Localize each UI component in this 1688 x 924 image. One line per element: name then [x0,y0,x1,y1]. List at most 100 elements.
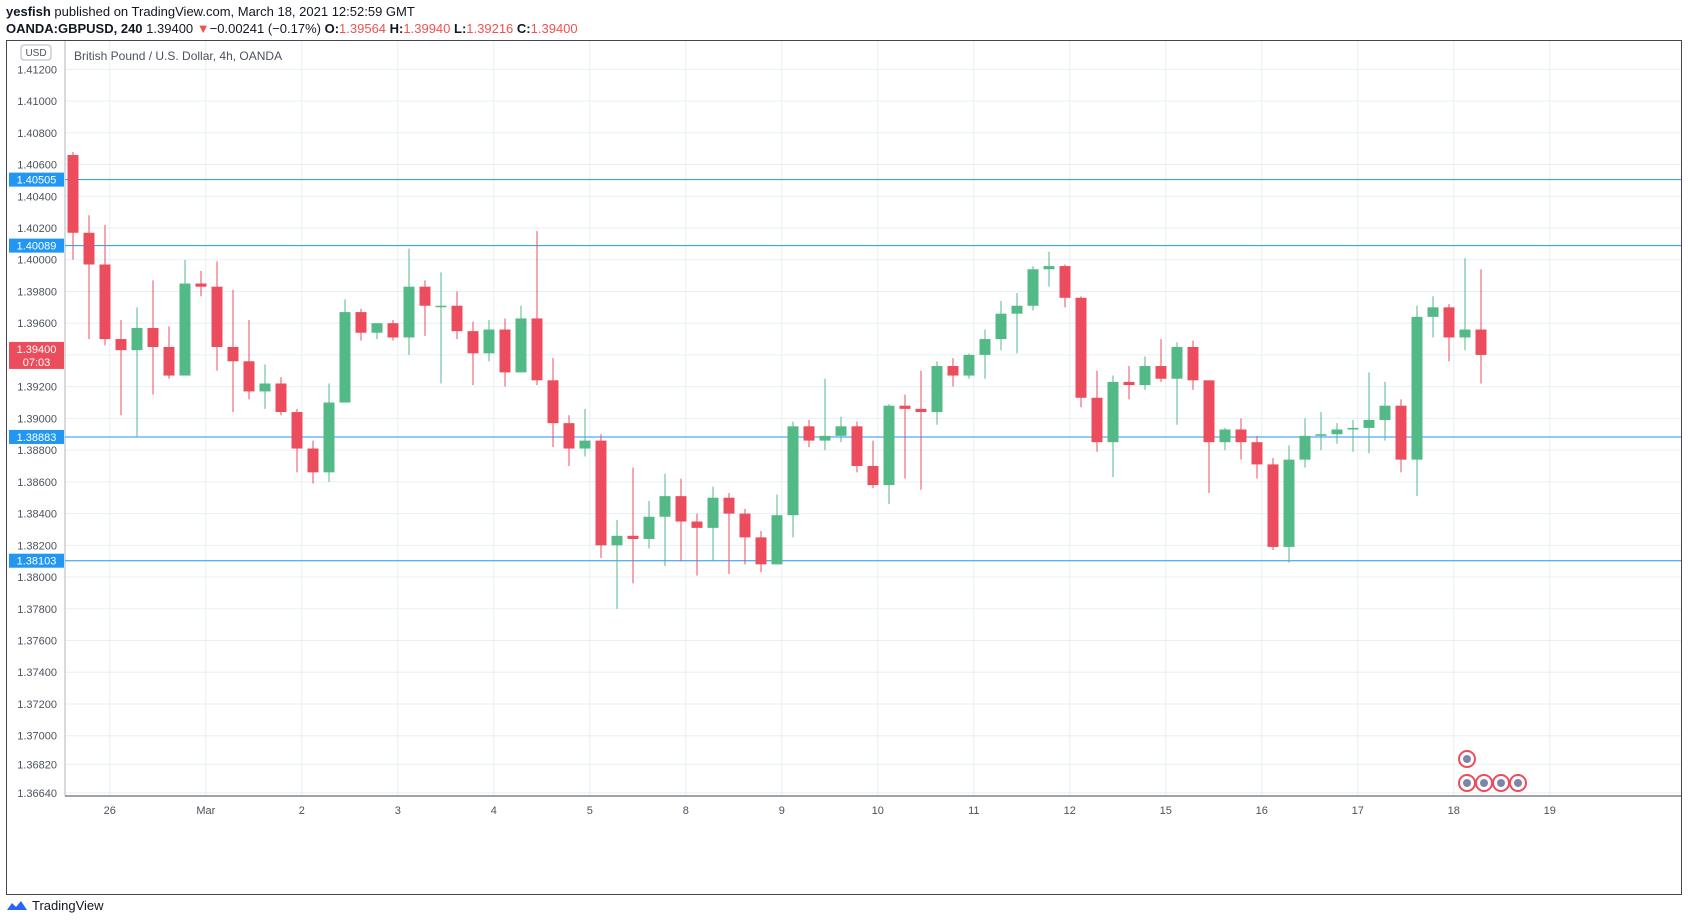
candle-down[interactable] [99,264,111,340]
candle-up[interactable] [883,405,895,486]
candle-up[interactable] [1219,429,1231,443]
candle-up[interactable] [707,497,719,528]
currency-badge[interactable] [20,44,52,61]
candle-down[interactable] [1059,266,1071,298]
candle-up[interactable] [435,305,447,308]
candle-down[interactable] [243,361,255,392]
candle-down[interactable] [195,283,207,287]
candle-up[interactable] [819,435,831,441]
candle-down[interactable] [355,312,367,333]
candle-up[interactable] [1459,329,1471,338]
candle-up[interactable] [995,313,1007,340]
candle-up[interactable] [1363,419,1375,428]
candle-down[interactable] [915,408,927,413]
candle-up[interactable] [1171,346,1183,379]
candle-down[interactable] [1155,366,1167,379]
candle-down[interactable] [723,497,735,514]
candle-down[interactable] [467,331,479,354]
candle-down[interactable] [947,366,959,376]
candle-down[interactable] [291,412,303,449]
candle-up[interactable] [979,339,991,355]
candle-down[interactable] [851,426,863,466]
y-tick-label: 1.37600 [17,636,57,648]
candle-up[interactable] [131,327,143,351]
candle-down[interactable] [451,305,463,332]
candle-up[interactable] [771,515,783,565]
candle-down[interactable] [499,329,511,373]
candle-down[interactable] [531,318,543,381]
candle-up[interactable] [1043,266,1055,270]
candle-down[interactable] [275,383,287,413]
candle-down[interactable] [1443,307,1455,338]
candle-down[interactable] [211,286,223,347]
candle-up[interactable] [787,426,799,516]
candle-down[interactable] [1075,297,1087,398]
candle-up[interactable] [611,535,623,546]
ohlc-header: OANDA:GBPUSD, 240 1.39400 ▼−0.00241 (−0.… [6,21,578,36]
candle-down[interactable] [739,513,751,538]
candle-down[interactable] [867,465,879,486]
candle-down[interactable] [595,440,607,546]
candle-up[interactable] [515,318,527,373]
candle-up[interactable] [659,496,671,517]
author[interactable]: yesfish [6,4,51,19]
chart-frame[interactable]: 1.41200 1.41000 1.40800 1.40600 1.40400 1.402… [6,40,1682,895]
candle-up[interactable] [1027,269,1039,306]
candle-up[interactable] [339,312,351,403]
candle-down[interactable] [1267,464,1279,547]
candle-down[interactable] [387,323,399,338]
candle-down[interactable] [163,346,175,376]
candle-up[interactable] [1299,435,1311,460]
candle-up[interactable] [1347,427,1359,430]
candle-up[interactable] [1139,366,1151,386]
candle-down[interactable] [1123,381,1135,386]
candle-up[interactable] [643,516,655,539]
candle-down[interactable] [755,537,767,565]
candle-up[interactable] [1379,405,1391,420]
candle-up[interactable] [835,426,847,436]
candle-down[interactable] [1203,380,1215,443]
tradingview-logo-icon[interactable] [6,900,28,912]
candle-up[interactable] [1107,381,1119,443]
candle-down[interactable] [547,380,559,424]
candle-up[interactable] [963,354,975,376]
candle-down[interactable] [1091,397,1103,443]
candle-down[interactable] [67,155,79,233]
candle-down[interactable] [563,423,575,449]
candle-down[interactable] [803,426,815,441]
candle-down[interactable] [627,535,639,539]
candle-down[interactable] [675,496,687,522]
candle-up[interactable] [1331,429,1343,435]
candle-down[interactable] [1235,429,1247,443]
candle-up[interactable] [403,286,415,338]
level-price-tag [9,429,64,444]
candle-down[interactable] [227,346,239,362]
candle-down[interactable] [419,286,431,306]
candle-up[interactable] [1427,307,1439,317]
candle-down[interactable] [115,339,127,351]
brand-label[interactable]: TradingView [32,898,104,913]
candle-up[interactable] [1011,305,1023,314]
candle-up[interactable] [179,283,191,376]
candle-up[interactable] [1283,459,1295,547]
candle-down[interactable] [1187,346,1199,381]
candle-up[interactable] [1411,316,1423,460]
candle-down[interactable] [147,327,159,347]
y-tick-label: 1.38600 [17,477,57,489]
candle-down[interactable] [307,448,319,473]
candle-up[interactable] [931,366,943,413]
candle-down[interactable] [1251,442,1263,465]
candle-down[interactable] [1395,405,1407,460]
price-chart[interactable]: 1.41200 1.41000 1.40800 1.40600 1.40400 1.402… [7,41,1681,894]
candle-down[interactable] [899,405,911,409]
candle-up[interactable] [579,440,591,449]
candle-up[interactable] [323,402,335,473]
candle-up[interactable] [259,383,271,392]
candle-down[interactable] [1475,329,1487,355]
candle-down[interactable] [691,521,703,528]
candle-down[interactable] [83,232,95,265]
last-price-tag [9,341,64,369]
candle-up[interactable] [483,329,495,354]
candle-up[interactable] [1315,434,1327,436]
candle-up[interactable] [371,323,383,333]
